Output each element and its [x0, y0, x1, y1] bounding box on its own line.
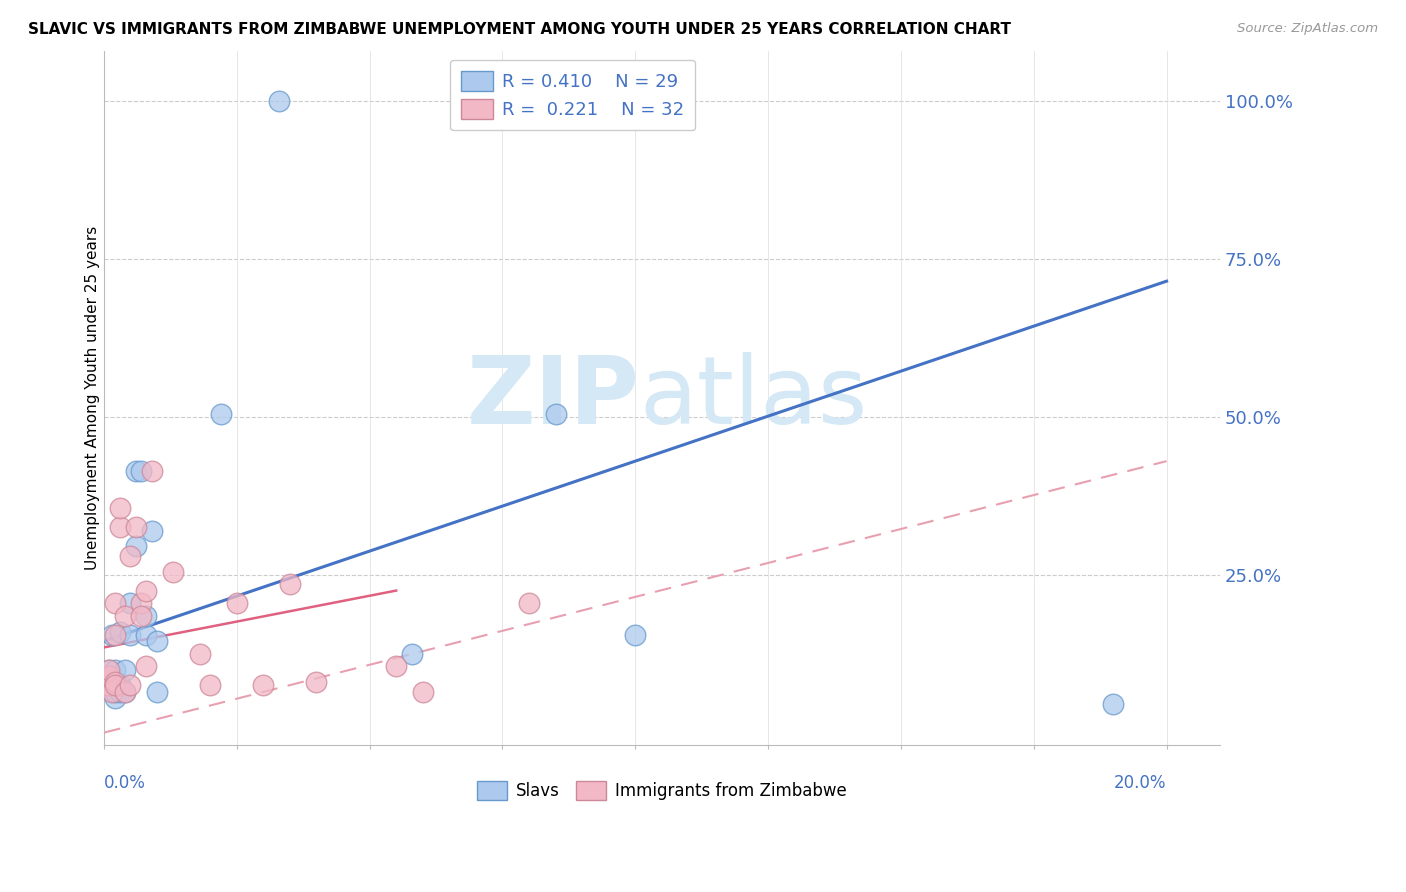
Point	[108, 520, 131, 534]
Point	[103, 663, 125, 677]
Text: ZIP: ZIP	[467, 352, 640, 444]
Point	[101, 628, 124, 642]
Point	[108, 624, 131, 639]
Point	[1102, 698, 1125, 712]
Point	[120, 678, 142, 692]
Point	[103, 684, 125, 698]
Point	[305, 675, 328, 690]
Point	[141, 524, 163, 538]
Point	[103, 596, 125, 610]
Text: SLAVIC VS IMMIGRANTS FROM ZIMBABWE UNEMPLOYMENT AMONG YOUTH UNDER 25 YEARS CORRE: SLAVIC VS IMMIGRANTS FROM ZIMBABWE UNEMP…	[28, 22, 1011, 37]
Point	[129, 464, 152, 478]
Text: 20.0%: 20.0%	[1114, 773, 1167, 792]
Text: atlas: atlas	[640, 352, 868, 444]
Legend: Slavs, Immigrants from Zimbabwe: Slavs, Immigrants from Zimbabwe	[471, 774, 853, 806]
Point	[96, 675, 118, 690]
Point	[252, 678, 274, 692]
Point	[114, 663, 136, 677]
Point	[98, 672, 121, 686]
Point	[544, 407, 567, 421]
Point	[125, 520, 148, 534]
Point	[98, 663, 121, 677]
Point	[135, 608, 157, 623]
Point	[624, 628, 647, 642]
Point	[135, 628, 157, 642]
Point	[108, 684, 131, 698]
Text: Source: ZipAtlas.com: Source: ZipAtlas.com	[1237, 22, 1378, 36]
Point	[125, 464, 148, 478]
Point	[98, 678, 121, 692]
Point	[98, 669, 121, 683]
Point	[103, 690, 125, 705]
Point	[98, 663, 121, 677]
Point	[135, 583, 157, 598]
Point	[129, 608, 152, 623]
Point	[125, 540, 148, 554]
Point	[146, 634, 169, 648]
Point	[209, 407, 232, 421]
Point	[98, 672, 121, 686]
Point	[517, 596, 540, 610]
Point	[129, 596, 152, 610]
Point	[269, 94, 291, 108]
Point	[135, 659, 157, 673]
Point	[114, 684, 136, 698]
Point	[103, 675, 125, 690]
Point	[114, 608, 136, 623]
Point	[114, 684, 136, 698]
Point	[103, 628, 125, 642]
Point	[146, 684, 169, 698]
Point	[141, 464, 163, 478]
Point	[412, 684, 434, 698]
Point	[188, 647, 211, 661]
Point	[108, 678, 131, 692]
Y-axis label: Unemployment Among Youth under 25 years: Unemployment Among Youth under 25 years	[86, 226, 100, 570]
Text: 0.0%: 0.0%	[104, 773, 146, 792]
Point	[278, 577, 301, 591]
Point	[120, 628, 142, 642]
Point	[120, 596, 142, 610]
Point	[108, 501, 131, 516]
Point	[385, 659, 408, 673]
Point	[120, 549, 142, 563]
Point	[96, 678, 118, 692]
Point	[103, 678, 125, 692]
Point	[198, 678, 221, 692]
Point	[162, 565, 184, 579]
Point	[401, 647, 423, 661]
Point	[98, 669, 121, 683]
Point	[225, 596, 247, 610]
Point	[101, 684, 124, 698]
